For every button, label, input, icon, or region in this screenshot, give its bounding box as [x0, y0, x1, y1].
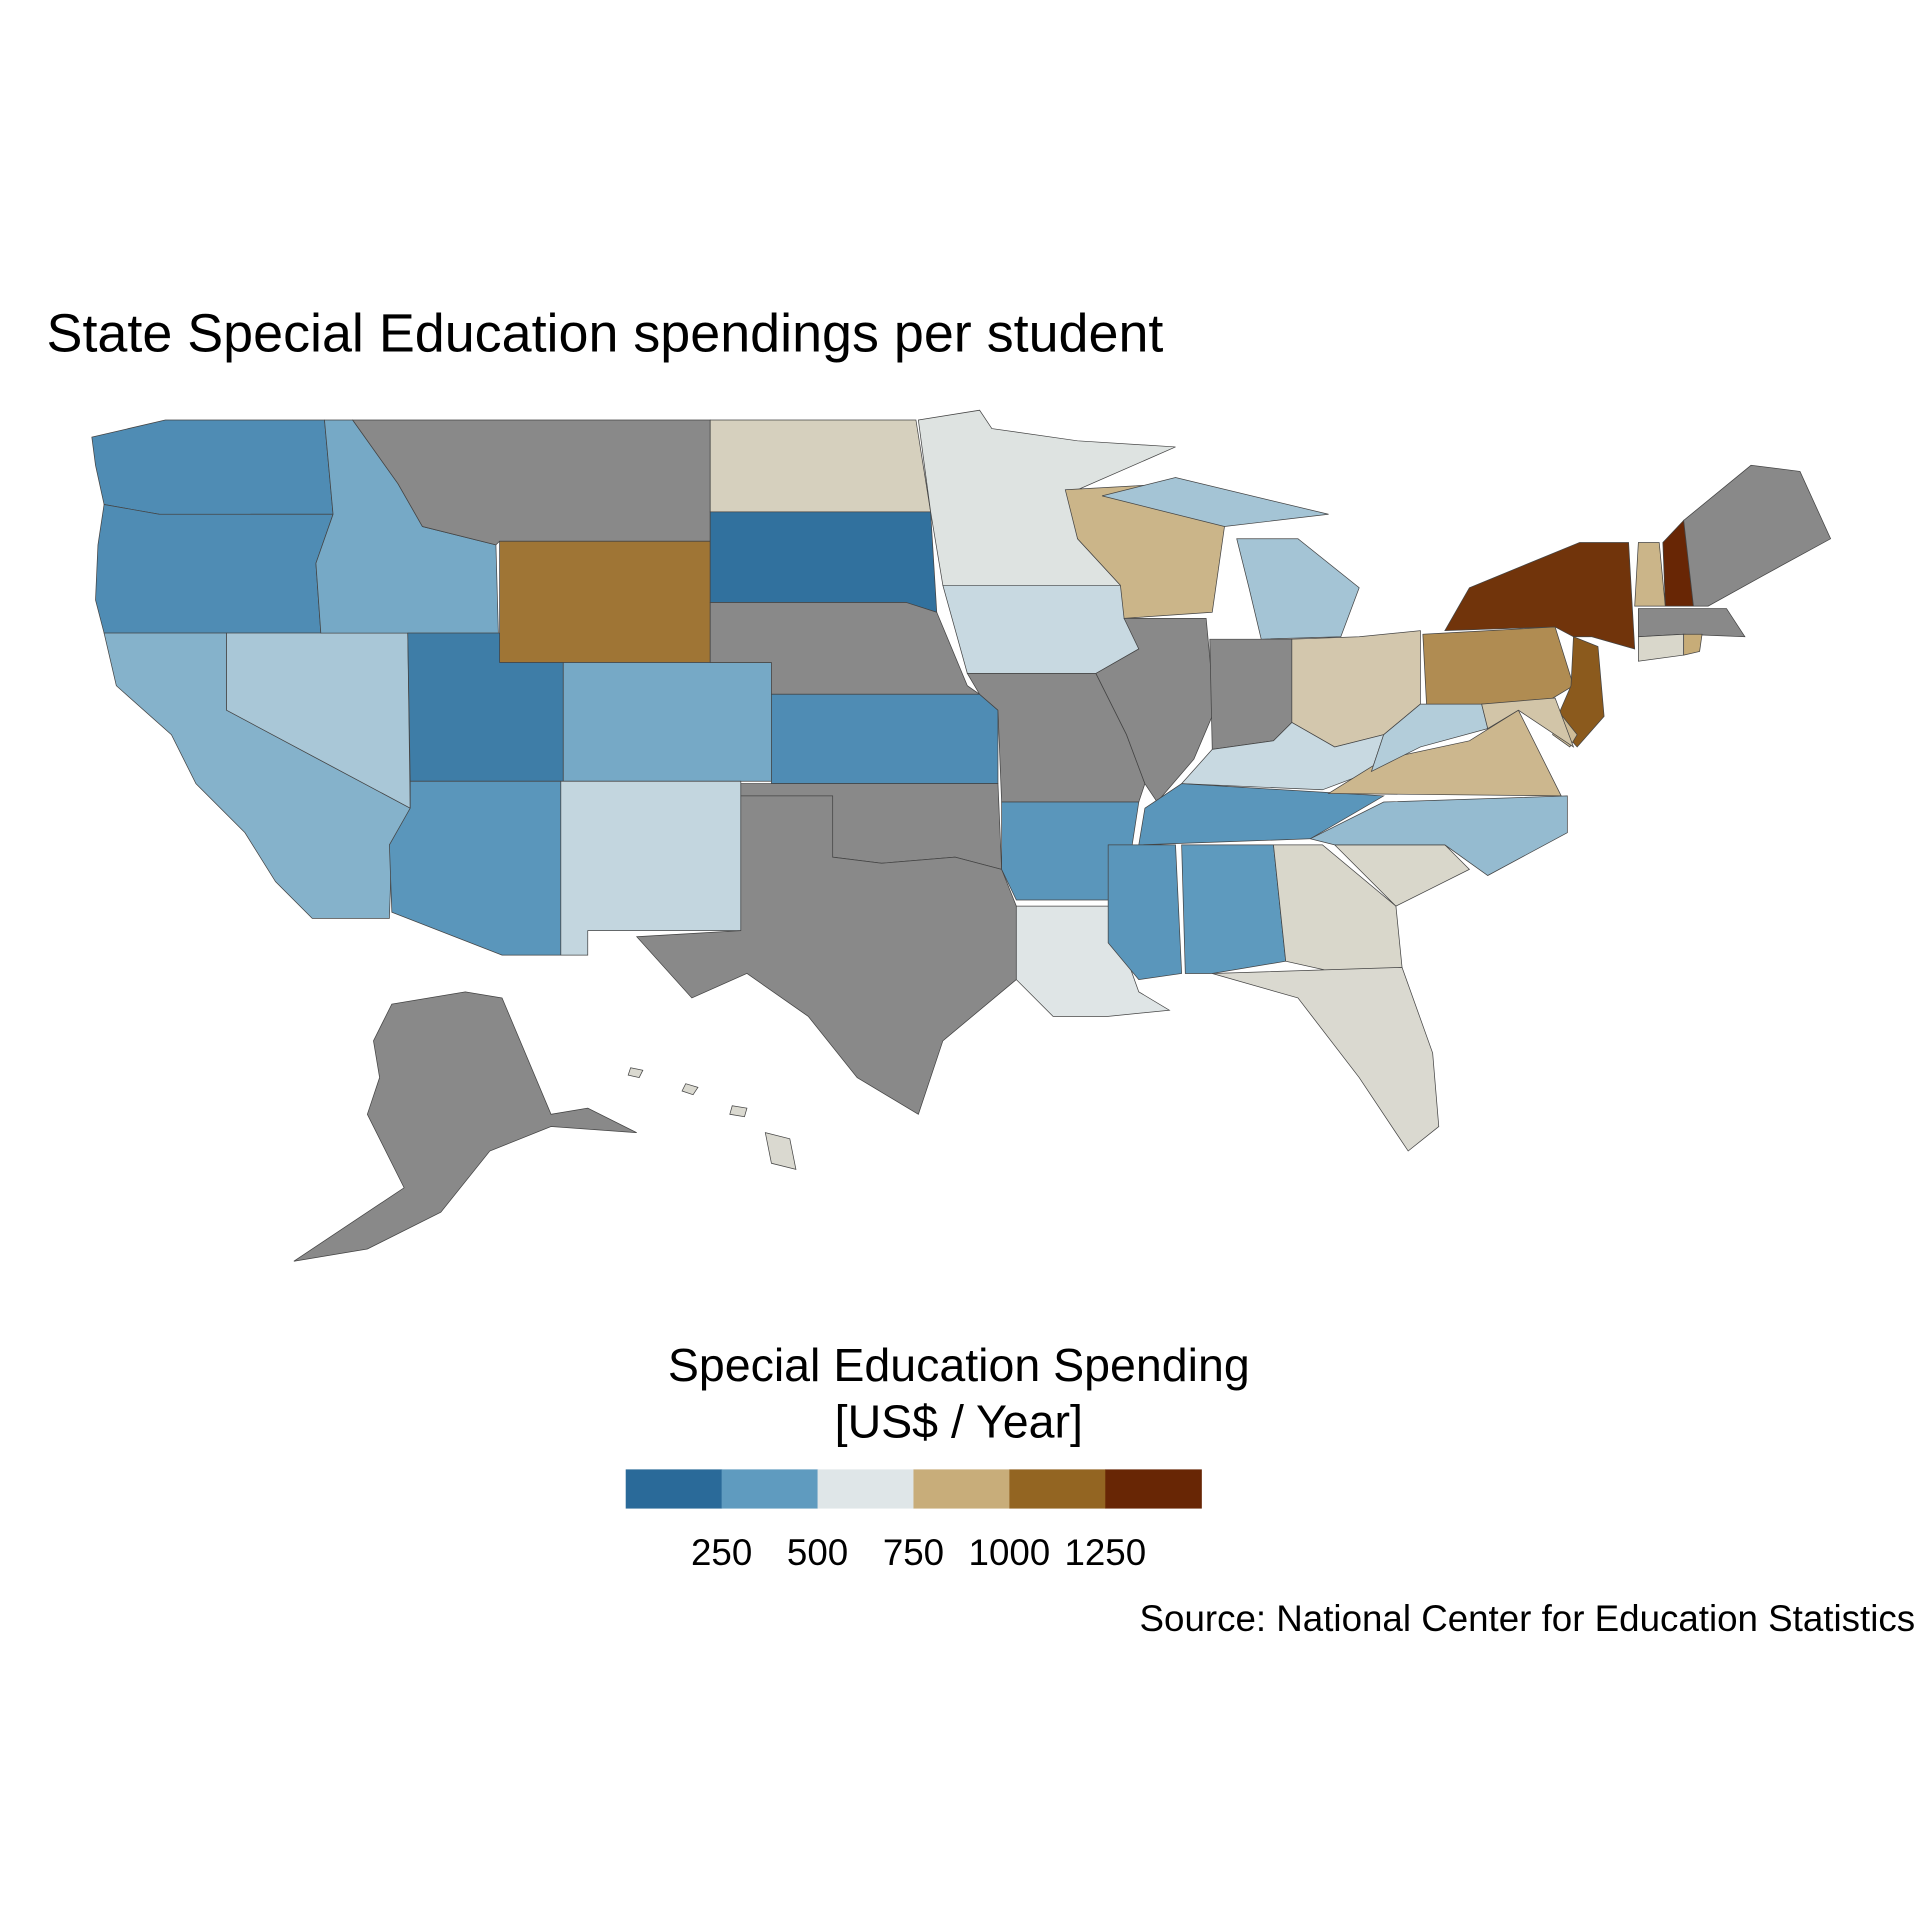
state-shape [709, 511, 938, 613]
state-shape [1309, 795, 1568, 876]
state-shape [560, 780, 742, 956]
legend-tick-label: 750 [883, 1532, 944, 1573]
legend-key [817, 1469, 915, 1509]
state [1634, 542, 1666, 607]
state-shape [95, 504, 334, 634]
state-shape [1180, 721, 1385, 791]
state-shape [729, 1105, 748, 1118]
state [1481, 697, 1575, 748]
state-shape [1444, 542, 1636, 650]
state-shape [1638, 608, 1746, 638]
legend-tick-label: 250 [691, 1532, 752, 1573]
state-shape [764, 1132, 797, 1170]
state [1554, 636, 1605, 748]
state-shape [681, 1083, 699, 1096]
legend-key [1105, 1469, 1202, 1509]
state-shape [1101, 477, 1329, 527]
legend-title: Special Education Spending [668, 1339, 1250, 1391]
legend-title: [US$ / Year] [835, 1396, 1083, 1448]
state [942, 584, 1140, 674]
state [1638, 608, 1746, 638]
state-shape [1107, 844, 1183, 980]
state [627, 1067, 797, 1170]
state [1180, 721, 1385, 791]
state-shape [1181, 844, 1287, 974]
legend-tick-label: 1250 [1064, 1532, 1146, 1573]
state-shape [562, 662, 772, 782]
state [1683, 464, 1832, 607]
state-shape [1638, 633, 1685, 662]
legend-tick-label: 1000 [969, 1532, 1051, 1573]
state [1181, 844, 1287, 974]
state-shape [293, 991, 637, 1262]
state-shape [1422, 626, 1574, 705]
state [499, 540, 711, 663]
state [1107, 844, 1183, 980]
state-shape [1554, 636, 1605, 748]
state-shape [635, 795, 1017, 1115]
state [1212, 966, 1440, 1152]
map [91, 409, 1832, 1262]
state-shape [1236, 538, 1360, 640]
state [91, 419, 334, 521]
state [1309, 795, 1568, 876]
source-note: Source: National Center for Education St… [1140, 1598, 1916, 1639]
state-shape [1683, 633, 1703, 656]
state-shape [627, 1067, 644, 1078]
state-shape [91, 419, 334, 521]
state-shape [1138, 783, 1385, 846]
state-shape [499, 540, 711, 663]
state [1209, 638, 1293, 750]
legend-key [625, 1469, 723, 1509]
state [771, 693, 999, 785]
state-shape [771, 693, 999, 785]
state-shape [942, 584, 1140, 674]
state [1101, 477, 1360, 640]
state-shape [709, 419, 932, 513]
legend-key [721, 1469, 819, 1509]
legend: 250 500 750 1000 1250 [625, 1469, 1202, 1573]
legend-tick-label: 500 [787, 1532, 848, 1573]
state [709, 419, 932, 513]
state [560, 780, 742, 956]
state [635, 795, 1017, 1115]
legend-key [913, 1469, 1010, 1509]
state [1138, 783, 1385, 846]
state [293, 991, 637, 1262]
state-shape [389, 780, 562, 956]
state [709, 511, 938, 613]
state-shape [1634, 542, 1666, 607]
state-shape [1481, 697, 1575, 748]
state [562, 662, 772, 782]
state [1683, 633, 1703, 656]
state-shape [1212, 966, 1440, 1152]
legend-key [1009, 1469, 1106, 1509]
state [1422, 626, 1574, 705]
state-shape [1683, 464, 1832, 607]
state [1638, 633, 1685, 662]
state-shape [1209, 638, 1293, 750]
state [95, 504, 334, 634]
state [389, 780, 562, 956]
state [1444, 542, 1636, 650]
chart-title: State Special Education spendings per st… [47, 303, 1164, 363]
